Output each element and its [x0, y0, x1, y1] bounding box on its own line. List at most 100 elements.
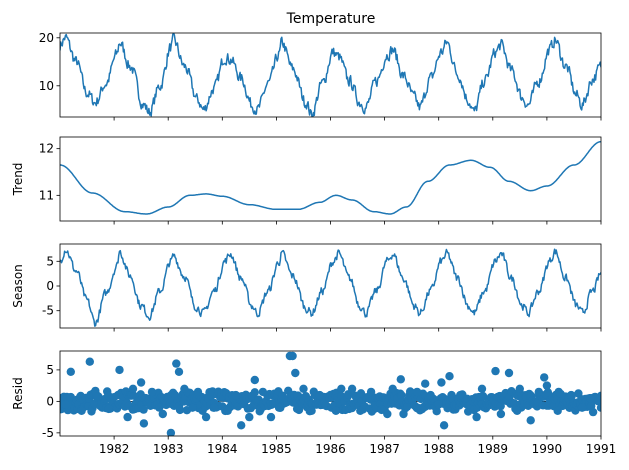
resid-ytick-label: -5 [42, 426, 54, 440]
resid-point [472, 412, 481, 422]
resid-point [123, 412, 132, 422]
resid-ytick-label: 5 [46, 363, 54, 377]
resid-point [188, 403, 197, 412]
xtick-label: 1983 [153, 442, 184, 456]
resid-point [331, 406, 341, 415]
resid-point [223, 406, 232, 415]
resid-point [172, 359, 181, 368]
resid-point [166, 428, 176, 436]
resid-point [596, 391, 601, 400]
trend-ytick-label: 12 [39, 142, 54, 156]
resid-point [445, 372, 454, 381]
resid-point [439, 421, 449, 430]
trend-series-line [60, 140, 601, 215]
resid-point [588, 407, 598, 417]
xtick-label: 1985 [261, 442, 292, 456]
resid-point [115, 365, 124, 375]
resid-point [299, 384, 308, 393]
resid-point [477, 384, 487, 393]
resid-point [291, 368, 300, 378]
resid-point [403, 402, 412, 411]
resid-point [426, 390, 435, 400]
resid-point [586, 394, 595, 403]
resid-point [139, 405, 148, 414]
resid-point [60, 394, 65, 403]
resid-point [61, 400, 70, 409]
resid-point [366, 387, 376, 397]
seasonal-ytick-label: -5 [42, 304, 54, 318]
resid-point [288, 351, 297, 361]
resid-point [396, 375, 405, 384]
resid-point [356, 406, 365, 415]
resid-point [139, 419, 149, 428]
resid-point [337, 384, 346, 393]
xtick-label: 1984 [207, 442, 238, 456]
resid-point [496, 409, 506, 419]
xtick-label: 1988 [423, 442, 454, 456]
resid-point [245, 412, 254, 422]
resid-point [540, 373, 549, 382]
resid-point [258, 387, 268, 397]
xtick-label: 1982 [99, 442, 130, 456]
resid-point [596, 403, 601, 412]
observed-ytick-label: 10 [39, 79, 54, 93]
resid-point [180, 384, 189, 393]
resid-point [147, 387, 157, 397]
resid-point [231, 390, 240, 400]
resid-point [104, 404, 113, 414]
trend-ylabel: Trend [11, 163, 25, 197]
resid-point [250, 388, 259, 397]
xtick-label: 1987 [369, 442, 400, 456]
resid-point [274, 403, 284, 412]
resid-point [315, 390, 324, 400]
resid-point [136, 378, 146, 387]
resid-point [266, 412, 276, 422]
resid-point [201, 412, 211, 422]
resid-point [512, 406, 522, 415]
resid-point [93, 392, 103, 401]
resid-point [210, 403, 219, 412]
resid-point [432, 407, 441, 416]
trend-ytick-label: 11 [39, 188, 54, 202]
resid-ytick-label: 0 [46, 394, 54, 408]
resid-point [174, 367, 184, 376]
resid-point [553, 406, 562, 415]
resid-point [66, 367, 76, 376]
trend-axes-frame [59, 136, 602, 222]
xtick-label: 1989 [478, 442, 509, 456]
resid-point [412, 387, 422, 397]
resid-point [307, 406, 316, 415]
resid-ylabel: Resid [11, 377, 25, 409]
resid-point [397, 390, 406, 400]
seasonal-series-line [60, 248, 601, 327]
panel-resid: -5 0 5 1982 1983 1984 1985 1986 1987 1988 1989 1990… [11, 350, 617, 456]
resid-point [515, 384, 524, 393]
resid-point [526, 416, 535, 425]
resid-point [437, 378, 446, 387]
resid-point [237, 421, 246, 430]
resid-point [175, 405, 185, 415]
resid-point [504, 368, 514, 378]
resid-point [399, 409, 408, 419]
resid-point [158, 409, 167, 419]
seasonal-ylabel: Season [11, 264, 25, 308]
resid-point [77, 406, 86, 415]
panel-trend: 11 12 Trend [11, 136, 602, 225]
panel-observed: 10 20 [39, 31, 602, 121]
xtick-label: 1990 [532, 442, 563, 456]
resid-point [383, 409, 392, 419]
resid-point [491, 366, 500, 376]
resid-point [496, 401, 505, 411]
resid-point [542, 381, 552, 390]
seasonal-axes-frame [59, 243, 602, 329]
resid-point [421, 379, 430, 388]
resid-point [577, 403, 587, 412]
observed-ytick-label: 20 [39, 31, 54, 45]
resid-point [434, 400, 443, 409]
xtick-label: 1986 [315, 442, 346, 456]
resid-point [534, 387, 543, 397]
panel-seasonal: -5 0 5 Season [11, 243, 602, 332]
xtick-label: 1991 [586, 442, 617, 456]
observed-series-line [60, 33, 601, 117]
